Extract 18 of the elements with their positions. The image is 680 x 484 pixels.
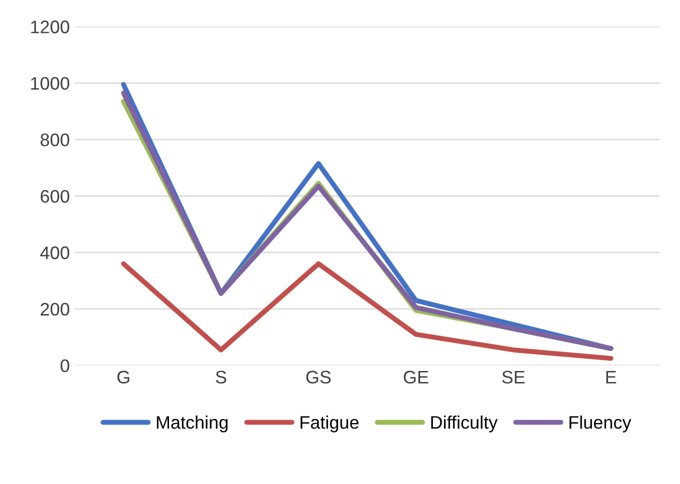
y-tick-label: 400 — [40, 246, 70, 260]
y-tick-label: 1000 — [31, 77, 70, 90]
x-tick-label: GS — [306, 370, 331, 384]
x-tick-label: SE — [502, 370, 525, 384]
y-tick-label: 0 — [60, 359, 70, 372]
legend-label: Difficulty — [431, 416, 498, 432]
y-tick-label: 800 — [40, 133, 70, 146]
x-tick-label: GE — [404, 370, 428, 384]
y-tick-label: 1200 — [31, 20, 70, 34]
x-tick-label: G — [117, 370, 130, 384]
y-tick-label: 200 — [40, 302, 70, 316]
legend-label: Fluency — [570, 416, 632, 432]
x-tick-label: S — [216, 370, 226, 384]
legend-label: Fatigue — [300, 416, 359, 432]
legend-label: Matching — [156, 416, 228, 432]
line-series — [121, 261, 614, 361]
y-tick-label: 600 — [40, 190, 70, 203]
x-tick-label: E — [606, 370, 616, 384]
